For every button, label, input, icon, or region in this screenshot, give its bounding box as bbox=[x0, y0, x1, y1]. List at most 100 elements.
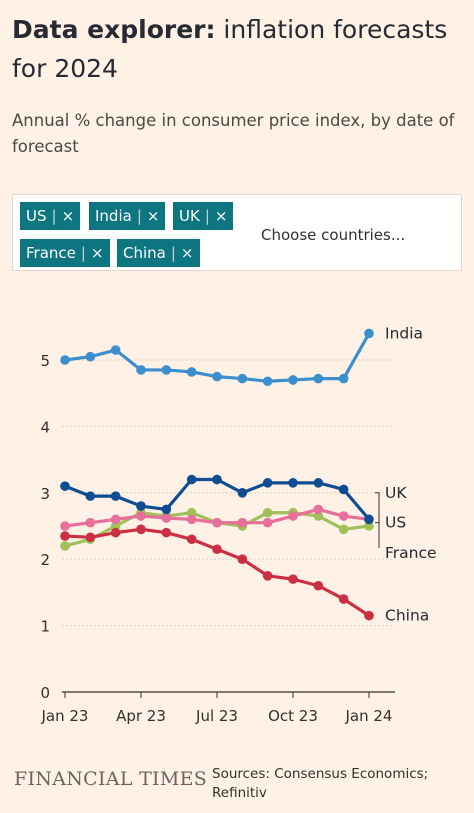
chip-separator: | bbox=[80, 244, 86, 262]
data-point-us bbox=[186, 514, 197, 525]
data-point-uk bbox=[313, 478, 324, 488]
chip-china-label: China bbox=[123, 244, 166, 262]
data-point-uk bbox=[186, 474, 197, 485]
data-point-france bbox=[60, 541, 70, 551]
data-point-us bbox=[110, 514, 121, 525]
data-point-china bbox=[110, 527, 121, 538]
y-tick-label: 0 bbox=[40, 684, 50, 702]
data-point-uk bbox=[110, 491, 121, 501]
chip-uk[interactable]: UK | × bbox=[173, 202, 234, 230]
title-bold: Data explorer: bbox=[12, 15, 216, 44]
chip-india-label: India bbox=[95, 207, 132, 225]
data-point-india bbox=[85, 351, 96, 362]
data-point-france bbox=[338, 524, 349, 535]
line-chart: 0 1 2 3 4 5 Jan 23 Apr 23 Jul 23 Oct 23 Jan 24 Indi… bbox=[40, 324, 437, 725]
data-point-china bbox=[288, 574, 298, 584]
choose-countries-input[interactable]: Choose countries... bbox=[261, 226, 406, 244]
data-point-france bbox=[364, 521, 374, 531]
data-point-india bbox=[161, 365, 172, 375]
data-point-france bbox=[262, 507, 273, 518]
series-label-france: France bbox=[385, 544, 437, 562]
data-point-china bbox=[136, 524, 146, 535]
page-title: Data explorer: inflation forecasts for 2… bbox=[12, 10, 462, 88]
chip-us-remove-icon[interactable]: × bbox=[61, 207, 75, 225]
y-tick-label: 1 bbox=[40, 618, 50, 636]
data-point-india bbox=[313, 373, 324, 384]
data-point-china bbox=[338, 594, 349, 604]
data-point-china bbox=[186, 534, 197, 545]
title-rest: inflation forecasts for 2024 bbox=[12, 15, 448, 83]
data-point-us bbox=[313, 504, 324, 515]
chip-france-label: France bbox=[26, 244, 76, 262]
data-point-uk bbox=[60, 481, 70, 491]
data-point-uk bbox=[338, 484, 349, 495]
data-point-china bbox=[313, 580, 324, 591]
chip-china[interactable]: China | × bbox=[117, 239, 200, 267]
x-tick-label: Oct 23 bbox=[268, 707, 318, 725]
data-point-us bbox=[288, 511, 298, 521]
x-tick-label: Jan 24 bbox=[345, 707, 393, 725]
data-point-china bbox=[161, 527, 172, 538]
chip-separator: | bbox=[51, 207, 57, 225]
data-point-uk bbox=[364, 514, 374, 525]
data-point-india bbox=[288, 375, 298, 385]
data-point-uk bbox=[161, 504, 172, 515]
chip-us[interactable]: US | × bbox=[20, 202, 81, 230]
label-connector bbox=[375, 492, 380, 548]
country-selector[interactable]: US | × India | × UK | × France | × China | × Choos… bbox=[12, 194, 462, 271]
chip-uk-label: UK bbox=[179, 207, 200, 225]
chip-india[interactable]: India | × bbox=[89, 202, 166, 230]
data-point-india bbox=[60, 355, 70, 365]
data-point-us bbox=[237, 517, 248, 528]
data-point-china bbox=[262, 571, 273, 581]
chip-china-remove-icon[interactable]: × bbox=[180, 244, 194, 262]
source-note: Sources: Consensus Economics; Refinitiv bbox=[212, 766, 429, 801]
data-point-us bbox=[262, 517, 273, 528]
series-line-china bbox=[63, 527, 371, 618]
data-point-india bbox=[338, 373, 349, 384]
series-label-us: US bbox=[385, 514, 406, 532]
series-label-india: India bbox=[385, 324, 423, 342]
chip-us-label: US bbox=[26, 207, 47, 225]
data-point-india bbox=[262, 376, 273, 387]
chip-uk-remove-icon[interactable]: × bbox=[214, 207, 228, 225]
ft-logo: FINANCIAL TIMES bbox=[14, 768, 208, 790]
y-tick-label: 5 bbox=[40, 352, 50, 370]
data-point-india bbox=[364, 328, 374, 339]
data-point-us bbox=[85, 517, 96, 528]
chip-france-remove-icon[interactable]: × bbox=[90, 244, 104, 262]
data-point-us bbox=[212, 517, 222, 528]
data-point-china bbox=[212, 544, 222, 555]
chip-separator: | bbox=[136, 207, 142, 225]
series-line-france bbox=[63, 511, 371, 548]
x-tick-label: Apr 23 bbox=[116, 707, 166, 725]
data-point-india bbox=[237, 373, 248, 384]
data-point-france bbox=[313, 511, 324, 521]
x-tick-label: Jul 23 bbox=[195, 707, 238, 725]
data-point-us bbox=[60, 521, 70, 531]
data-point-china bbox=[60, 531, 70, 541]
data-point-india bbox=[136, 365, 146, 375]
y-tick-label: 4 bbox=[40, 418, 50, 436]
data-point-india bbox=[110, 345, 121, 355]
chip-france[interactable]: France | × bbox=[20, 239, 110, 267]
data-point-china bbox=[364, 610, 374, 621]
data-point-uk bbox=[288, 478, 298, 488]
data-point-us bbox=[136, 511, 146, 521]
data-point-uk bbox=[237, 488, 248, 498]
data-point-us bbox=[338, 511, 349, 521]
x-tick-label: Jan 23 bbox=[41, 707, 89, 725]
data-point-uk bbox=[212, 474, 222, 485]
data-point-india bbox=[212, 371, 222, 382]
data-point-france bbox=[186, 507, 197, 518]
chip-india-remove-icon[interactable]: × bbox=[146, 207, 160, 225]
data-point-france bbox=[110, 521, 121, 531]
data-point-us bbox=[161, 513, 172, 523]
data-point-uk bbox=[85, 491, 96, 501]
series-label-china: China bbox=[385, 607, 429, 625]
y-tick-label: 2 bbox=[40, 551, 50, 569]
series-line-uk bbox=[63, 477, 371, 521]
data-point-uk bbox=[136, 501, 146, 511]
page-subtitle: Annual % change in consumer price index,… bbox=[12, 111, 455, 156]
